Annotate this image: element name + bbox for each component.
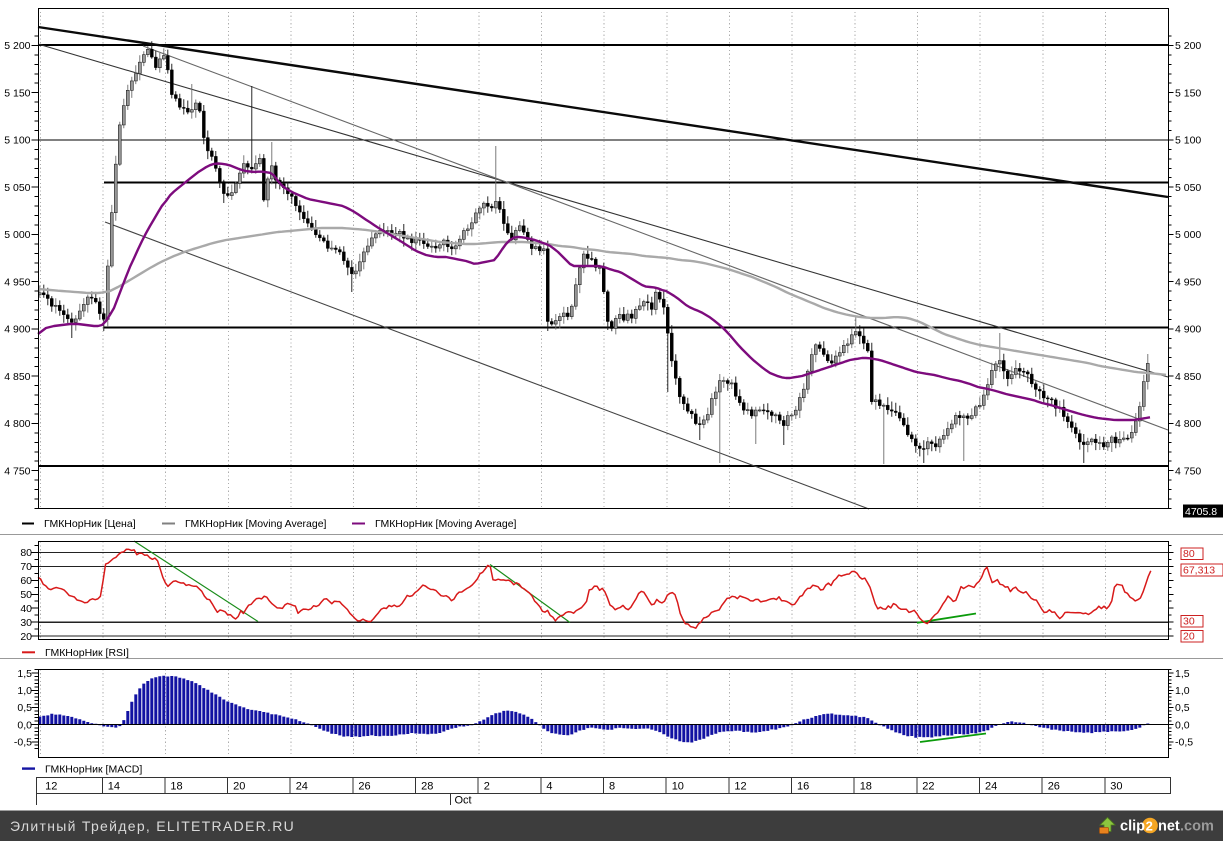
svg-text:4 950: 4 950 <box>4 277 30 289</box>
svg-text:50: 50 <box>20 589 32 601</box>
svg-text:0,0: 0,0 <box>17 719 32 731</box>
svg-text:22: 22 <box>922 781 934 793</box>
svg-text:5 100: 5 100 <box>4 135 30 147</box>
svg-text:-0,5: -0,5 <box>14 737 32 749</box>
svg-text:80: 80 <box>1183 548 1195 560</box>
svg-text:clip: clip <box>1120 819 1145 835</box>
svg-text:60: 60 <box>20 575 32 587</box>
svg-text:Oct: Oct <box>455 795 472 807</box>
svg-text:0,5: 0,5 <box>17 702 32 714</box>
svg-text:30: 30 <box>1110 781 1122 793</box>
svg-text:ГМКНорНик [Цена]: ГМКНорНик [Цена] <box>44 518 136 530</box>
svg-text:20: 20 <box>233 781 245 793</box>
svg-text:1,0: 1,0 <box>1175 685 1190 697</box>
svg-text:5 050: 5 050 <box>4 182 30 194</box>
svg-text:4 850: 4 850 <box>4 371 30 383</box>
svg-text:16: 16 <box>797 781 809 793</box>
svg-text:ГМКНорНик [Moving Average]: ГМКНорНик [Moving Average] <box>185 518 327 530</box>
svg-text:0,5: 0,5 <box>1175 702 1190 714</box>
svg-text:1,5: 1,5 <box>17 668 32 680</box>
svg-text:2: 2 <box>1146 819 1153 834</box>
svg-text:-0,5: -0,5 <box>1175 737 1193 749</box>
svg-text:5 000: 5 000 <box>4 229 30 241</box>
svg-text:14: 14 <box>108 781 120 793</box>
svg-text:1,0: 1,0 <box>17 685 32 697</box>
svg-text:24: 24 <box>985 781 997 793</box>
svg-text:20: 20 <box>1183 630 1195 642</box>
svg-text:18: 18 <box>860 781 872 793</box>
svg-text:4 850: 4 850 <box>1175 371 1201 383</box>
svg-text:4 900: 4 900 <box>1175 324 1201 336</box>
svg-text:4 800: 4 800 <box>4 418 30 430</box>
svg-text:Элитный Трейдер, ELITETRADER.R: Элитный Трейдер, ELITETRADER.RU <box>10 818 295 834</box>
svg-text:5 200: 5 200 <box>1175 40 1201 52</box>
svg-text:24: 24 <box>296 781 308 793</box>
svg-text:67,313: 67,313 <box>1183 564 1215 576</box>
svg-text:ГМКНорНик [MACD]: ГМКНорНик [MACD] <box>45 763 142 775</box>
svg-text:4 950: 4 950 <box>1175 277 1201 289</box>
svg-text:5 150: 5 150 <box>1175 88 1201 100</box>
svg-text:4 750: 4 750 <box>1175 466 1201 478</box>
svg-text:26: 26 <box>1048 781 1060 793</box>
svg-text:4705.8: 4705.8 <box>1185 506 1217 518</box>
svg-text:4 750: 4 750 <box>4 466 30 478</box>
svg-text:40: 40 <box>20 603 32 615</box>
svg-text:5 200: 5 200 <box>4 40 30 52</box>
svg-text:80: 80 <box>20 547 32 559</box>
svg-text:5 150: 5 150 <box>4 88 30 100</box>
svg-text:20: 20 <box>20 631 32 643</box>
svg-text:70: 70 <box>20 561 32 573</box>
svg-text:5 050: 5 050 <box>1175 182 1201 194</box>
svg-text:12: 12 <box>45 781 57 793</box>
svg-text:.com: .com <box>1180 819 1214 835</box>
svg-text:5 000: 5 000 <box>1175 229 1201 241</box>
svg-text:2: 2 <box>484 781 490 793</box>
svg-text:ГМКНорНик [RSI]: ГМКНорНик [RSI] <box>45 647 129 659</box>
svg-text:18: 18 <box>170 781 182 793</box>
svg-text:12: 12 <box>734 781 746 793</box>
svg-text:8: 8 <box>609 781 615 793</box>
svg-text:4: 4 <box>546 781 552 793</box>
svg-text:30: 30 <box>1183 615 1195 627</box>
svg-text:28: 28 <box>421 781 433 793</box>
svg-text:4 800: 4 800 <box>1175 418 1201 430</box>
svg-text:30: 30 <box>20 617 32 629</box>
svg-text:1,5: 1,5 <box>1175 668 1190 680</box>
svg-text:0,0: 0,0 <box>1175 719 1190 731</box>
svg-text:5 100: 5 100 <box>1175 135 1201 147</box>
svg-text:26: 26 <box>358 781 370 793</box>
svg-text:net: net <box>1158 819 1180 835</box>
svg-text:ГМКНорНик [Moving Average]: ГМКНорНик [Moving Average] <box>375 518 517 530</box>
svg-text:4 900: 4 900 <box>4 324 30 336</box>
svg-text:10: 10 <box>672 781 684 793</box>
